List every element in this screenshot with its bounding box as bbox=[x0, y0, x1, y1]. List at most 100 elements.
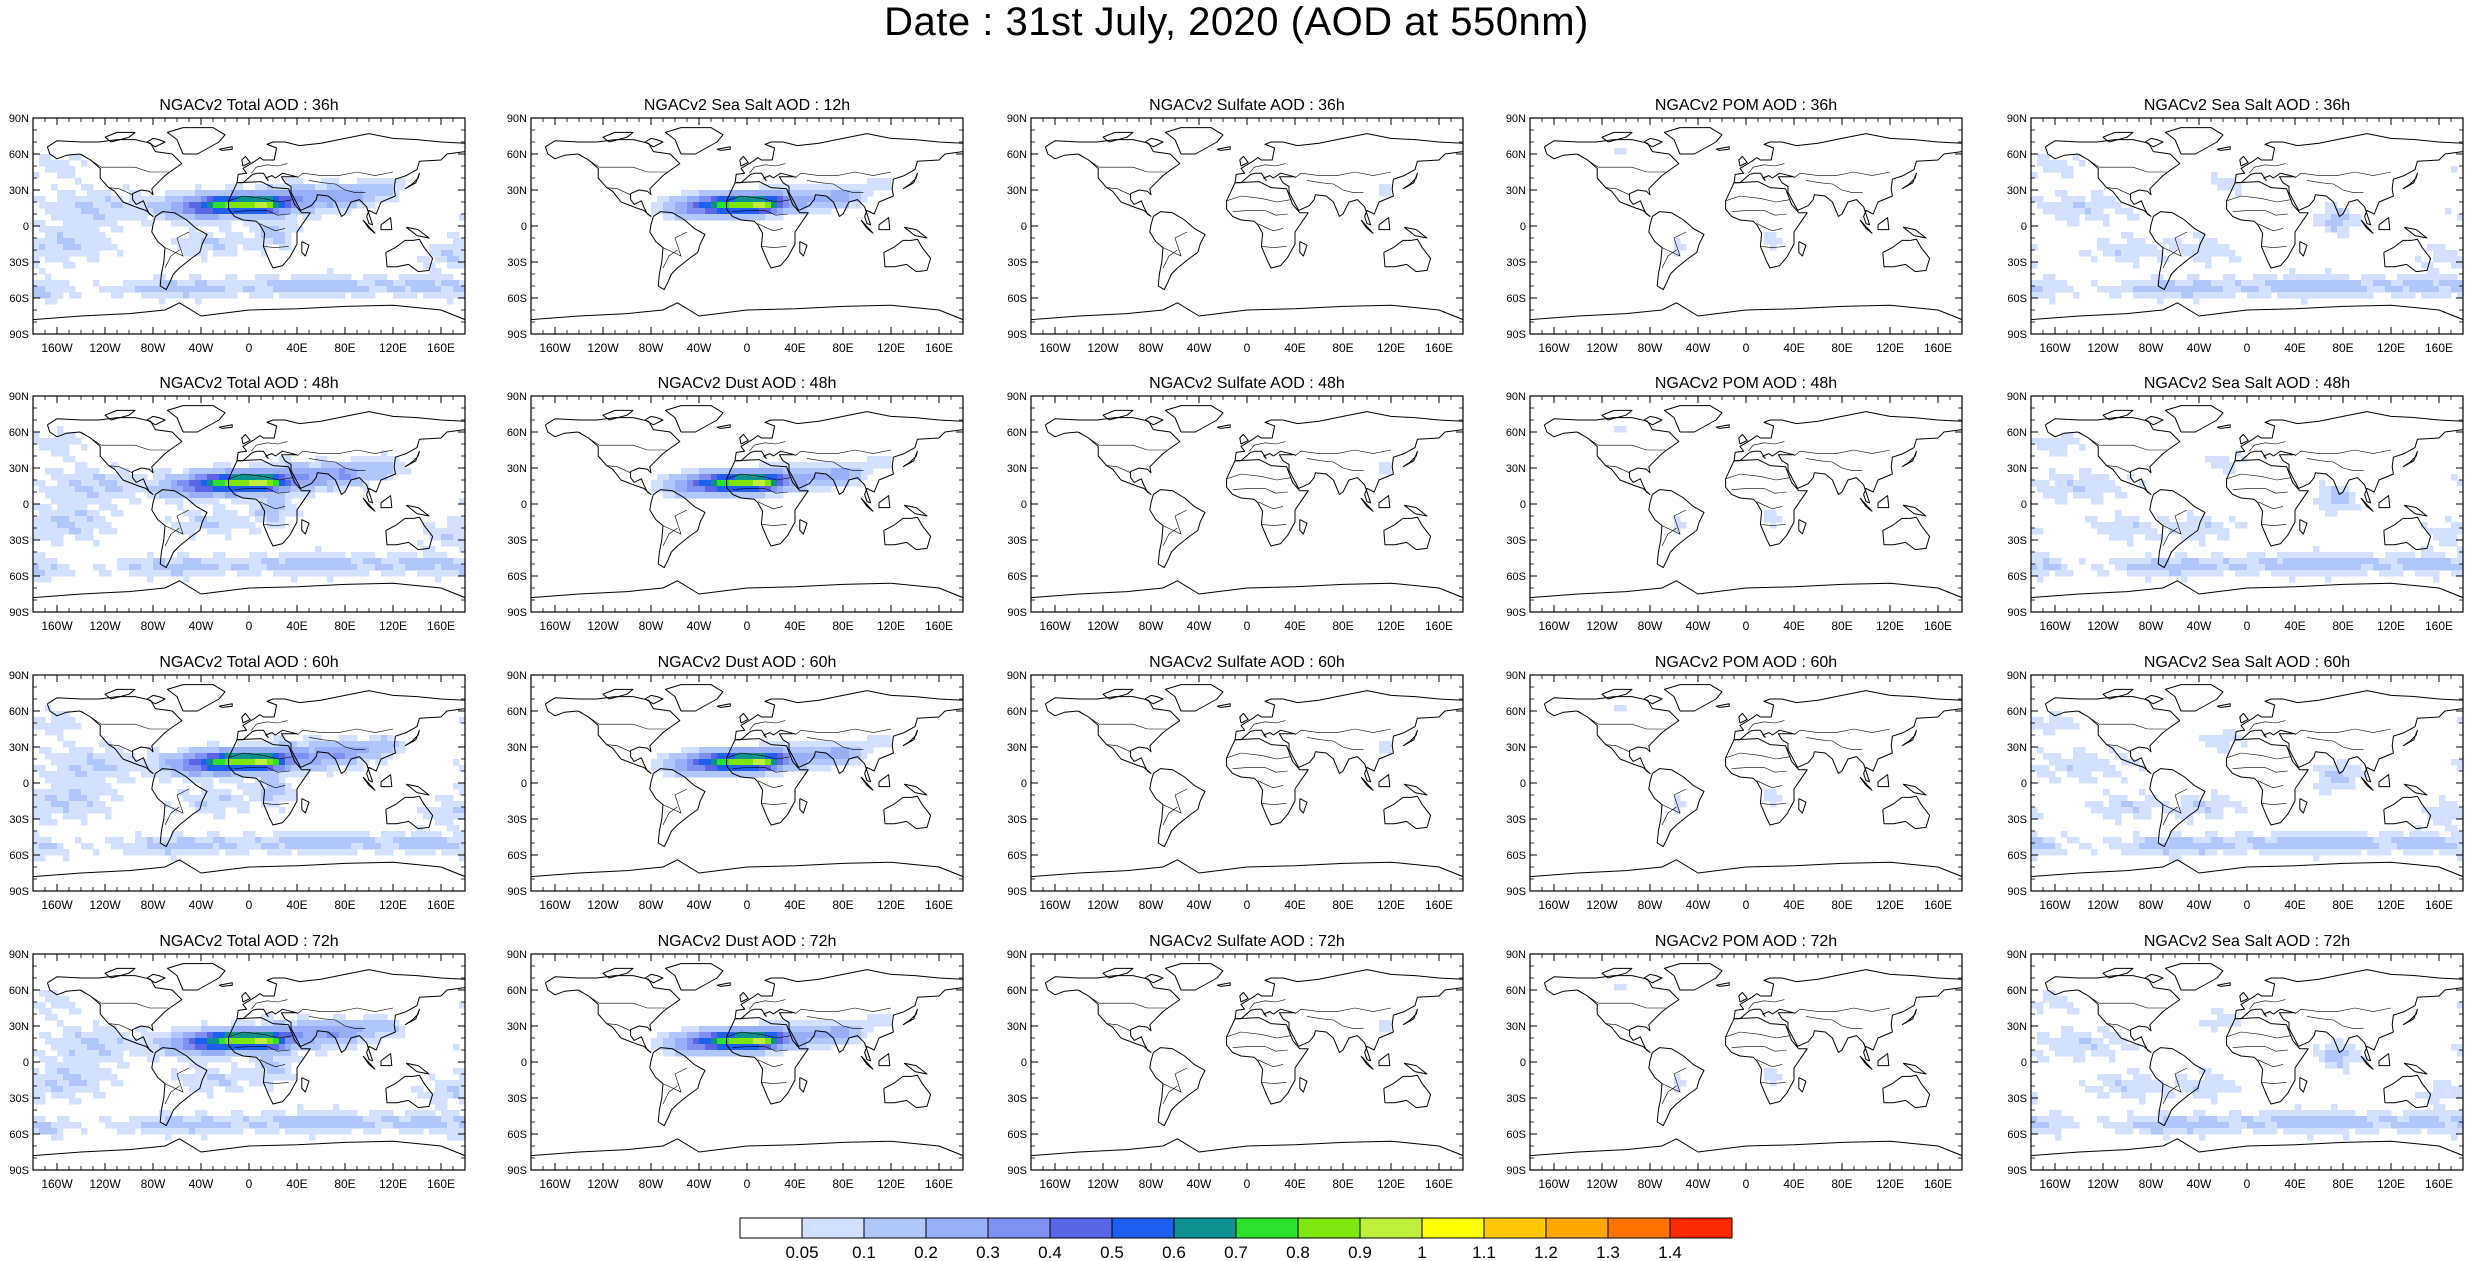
coastline bbox=[385, 516, 434, 551]
colorbar-level-label: 0.5 bbox=[1100, 1243, 1124, 1261]
lat-tick-label: 30S bbox=[2007, 1093, 2027, 1105]
lon-tick-label: 120E bbox=[1377, 341, 1405, 355]
lon-tick-label: 0 bbox=[246, 898, 253, 912]
country-border bbox=[164, 1085, 180, 1105]
lat-tick-label: 90N bbox=[1506, 949, 1526, 961]
lat-tick-label: 60N bbox=[2007, 427, 2027, 439]
country-border bbox=[308, 458, 366, 471]
lon-tick-label: 120E bbox=[877, 1177, 905, 1191]
lat-tick-label: 0 bbox=[23, 499, 29, 511]
lon-tick-label: 0 bbox=[2244, 619, 2251, 633]
coastline bbox=[1149, 211, 1206, 291]
colorbar-level-label: 0.3 bbox=[976, 1243, 1000, 1261]
lat-tick-label: 30N bbox=[9, 742, 29, 754]
lat-tick-label: 90N bbox=[507, 391, 527, 403]
aod-field bbox=[1530, 675, 1962, 891]
lat-tick-label: 60S bbox=[1007, 571, 1027, 583]
coastline bbox=[2149, 489, 2206, 569]
country-border bbox=[1756, 223, 1783, 232]
lat-tick-label: 0 bbox=[2021, 778, 2027, 790]
coastline bbox=[405, 226, 430, 239]
lat-tick-label: 90S bbox=[1506, 329, 1526, 341]
country-border bbox=[1162, 806, 1178, 826]
map-panel: NGACv2 POM AOD : 72h 90N 60N 30N 0 30S 60S 90S 1… bbox=[1506, 933, 1963, 1191]
lon-tick-label: 80E bbox=[2332, 619, 2353, 633]
coastline bbox=[362, 497, 376, 512]
lat-tick-label: 60N bbox=[1506, 706, 1526, 718]
lon-tick-label: 160W bbox=[539, 898, 571, 912]
lat-tick-label: 90S bbox=[507, 1165, 527, 1177]
coastline bbox=[1601, 409, 1633, 421]
coastline bbox=[1226, 1017, 1309, 1105]
map-panel: NGACv2 Sea Salt AOD : 72h 90N 60N 30N 0 30S 60… bbox=[2007, 933, 2464, 1191]
coastline bbox=[726, 181, 809, 269]
lat-tick-label: 60S bbox=[2007, 571, 2027, 583]
country-border bbox=[1661, 509, 1687, 535]
map-panel: NGACv2 Total AOD : 48h 90N 60N 30N 0 30S 60S 90… bbox=[9, 375, 466, 633]
lat-tick-label: 30S bbox=[2007, 535, 2027, 547]
coastline bbox=[739, 991, 749, 1003]
country-border bbox=[1661, 788, 1687, 814]
lon-tick-label: 80W bbox=[639, 619, 664, 633]
coastline bbox=[241, 991, 251, 1003]
country-border bbox=[757, 780, 784, 789]
lon-tick-label: 40W bbox=[1187, 1177, 1212, 1191]
country-border bbox=[1306, 1016, 1364, 1029]
country-border bbox=[259, 1059, 286, 1068]
country-border bbox=[1748, 999, 1785, 1010]
country-border bbox=[578, 989, 667, 1009]
country-border bbox=[2306, 737, 2364, 750]
coastline bbox=[2299, 241, 2308, 257]
lon-tick-label: 80W bbox=[1139, 898, 1164, 912]
lat-tick-label: 90N bbox=[1007, 391, 1027, 403]
coastline bbox=[236, 690, 465, 783]
coastline bbox=[2234, 969, 2463, 1062]
lat-tick-label: 90S bbox=[2007, 329, 2027, 341]
country-border bbox=[726, 473, 792, 481]
coastline bbox=[1902, 1062, 1927, 1075]
country-border bbox=[1793, 449, 1891, 457]
coastline bbox=[1715, 982, 1730, 987]
lon-tick-label: 120E bbox=[1377, 619, 1405, 633]
coastline bbox=[664, 963, 724, 991]
coastline bbox=[2383, 795, 2432, 830]
lon-tick-label: 120W bbox=[2087, 1177, 2119, 1191]
coastline bbox=[1044, 417, 1181, 495]
coastline bbox=[1403, 783, 1428, 796]
coastline bbox=[649, 768, 706, 848]
country-border bbox=[1661, 1067, 1687, 1093]
lon-tick-label: 120W bbox=[1586, 341, 1618, 355]
coastline bbox=[301, 1077, 310, 1093]
lat-tick-label: 60S bbox=[1007, 850, 1027, 862]
country-border bbox=[80, 710, 169, 730]
country-border bbox=[263, 246, 289, 248]
lat-tick-label: 30S bbox=[9, 535, 29, 547]
country-border bbox=[1294, 449, 1392, 457]
panel-title: NGACv2 Sulfate AOD : 60h bbox=[1149, 654, 1345, 671]
coastline bbox=[2149, 1047, 2206, 1127]
country-border bbox=[662, 1085, 678, 1105]
country-border bbox=[662, 527, 678, 547]
lon-tick-label: 40W bbox=[189, 619, 214, 633]
country-border bbox=[1748, 720, 1785, 731]
lat-tick-label: 90S bbox=[9, 329, 29, 341]
lon-tick-label: 160E bbox=[1425, 898, 1453, 912]
coastline bbox=[1530, 859, 1962, 878]
coastline bbox=[1234, 969, 1463, 1062]
coastline bbox=[531, 580, 963, 599]
lon-tick-label: 120E bbox=[379, 898, 407, 912]
country-border bbox=[761, 803, 787, 805]
coastline bbox=[2044, 975, 2181, 1053]
coastline bbox=[1216, 146, 1231, 151]
country-border bbox=[234, 488, 290, 494]
coastline bbox=[1378, 495, 1391, 509]
coastline bbox=[1402, 172, 1418, 190]
coastline bbox=[2403, 783, 2428, 796]
lon-tick-label: 40E bbox=[1783, 341, 1804, 355]
coastline bbox=[544, 139, 681, 217]
lat-tick-label: 60N bbox=[507, 427, 527, 439]
aod-field bbox=[1530, 396, 1962, 612]
lon-tick-label: 40W bbox=[189, 898, 214, 912]
lon-tick-label: 80W bbox=[1638, 341, 1663, 355]
